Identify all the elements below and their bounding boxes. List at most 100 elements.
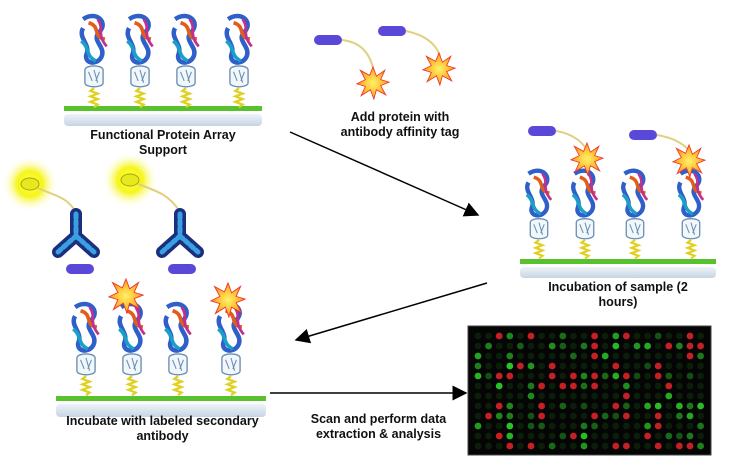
microarray-spot [538,362,545,370]
microarray-spot [485,392,492,400]
microarray-spot [580,422,588,430]
microarray-spot [665,442,673,450]
microarray-spot [612,422,620,430]
microarray-spot [612,392,620,400]
microarray-spot [623,432,630,440]
microarray-spot [686,442,694,450]
microarray-spot [538,442,545,450]
microarray-spot [495,332,503,340]
microarray-spot [495,432,503,440]
microarray-spot [601,422,609,430]
label-incubation: Incubation of sample (2 hours) [548,280,688,309]
microarray-spot [654,402,662,410]
microarray-spot [495,342,503,350]
microarray-spot [538,422,545,430]
microarray-spot [601,432,609,440]
microarray-spot [665,412,673,420]
microarray-spot [654,362,662,370]
microarray-spot [676,372,683,380]
microarray-spot [548,382,556,390]
microarray-spot [654,392,662,400]
microarray-spot [527,332,535,340]
microarray-spot [474,442,482,450]
microarray-spot [485,342,492,350]
microarray-spot [517,332,524,340]
microarray-spot [676,402,683,410]
microarray-icon [467,325,712,456]
microarray-spot [623,372,630,380]
microarray-spot [538,372,545,380]
microarray-spot [601,392,609,400]
microarray-spot [538,392,545,400]
microarray-spot [527,382,535,390]
microarray-spot [665,362,673,370]
microarray-spot [697,422,704,430]
microarray-spot [538,382,545,390]
microarray-spot [485,442,492,450]
microarray-spot [517,352,524,360]
microarray-spot [633,362,641,370]
microarray-spot [527,402,535,410]
array-support [56,404,266,417]
microarray-spot [633,352,641,360]
microarray-spot [570,392,577,400]
microarray-spot [633,442,641,450]
microarray-spot [654,352,662,360]
affinity-tag-icon [528,126,556,136]
microarray-spot [548,392,556,400]
protein-structure-icon [165,304,190,395]
microarray-spot [644,362,651,370]
microarray-spot [538,352,545,360]
microarray-spot [633,382,641,390]
microarray-spot [612,332,620,340]
protein-structure-icon [127,16,152,107]
microarray-spot [697,402,704,410]
microarray-spot [548,402,556,410]
microarray-spot [474,352,482,360]
protein-structure-icon [527,171,551,259]
microarray-spot [485,422,492,430]
microarray-spot [623,442,630,450]
microarray-spot [686,402,694,410]
microarray-spot [633,412,641,420]
microarray-spot [665,432,673,440]
microarray-spot [601,342,609,350]
microarray-spot [591,372,598,380]
affinity-tag-icon [66,264,94,274]
microarray-spot [559,352,567,360]
microarray-spot [623,342,630,350]
microarray-spot [697,432,704,440]
microarray-spot [654,342,662,350]
microarray-spot [506,342,514,350]
microarray-spot [548,342,556,350]
microarray-spot [570,412,577,420]
microarray-spot [580,342,588,350]
protein-structure-icon [226,16,251,107]
label-scan: Scan and perform data extraction & analy… [310,412,447,441]
protein-structure-icon [73,304,98,395]
microarray-spot [559,442,567,450]
microarray-spot [676,392,683,400]
microarray-spot [517,342,524,350]
microarray-spot [676,432,683,440]
microarray-spot [474,382,482,390]
microarray-spot [623,352,630,360]
arrow-icon [289,131,480,217]
microarray-spot [570,342,577,350]
microarray-spot [591,422,598,430]
microarray-spot [686,422,694,430]
microarray-spot [570,432,577,440]
starburst-icon [108,278,144,314]
microarray-spot [517,392,524,400]
microarray-spot [527,432,535,440]
microarray-spot [570,382,577,390]
microarray-spot [623,362,630,370]
microarray-spot [612,352,620,360]
microarray-spot [686,382,694,390]
microarray-spot [591,342,598,350]
microarray-spot [517,402,524,410]
microarray-spot [570,422,577,430]
microarray-spot [538,342,545,350]
microarray-spot [644,392,651,400]
microarray-spot [506,412,514,420]
